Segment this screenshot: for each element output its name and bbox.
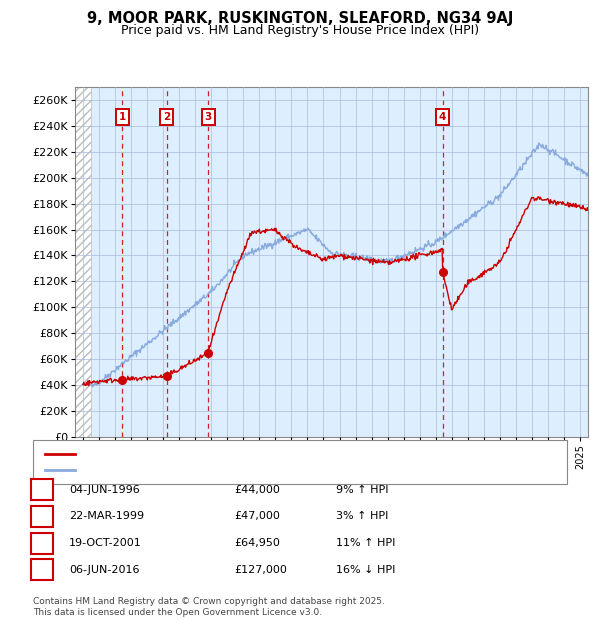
Text: 3% ↑ HPI: 3% ↑ HPI [336,512,388,521]
Text: 16% ↓ HPI: 16% ↓ HPI [336,565,395,575]
Text: 11% ↑ HPI: 11% ↑ HPI [336,538,395,548]
Text: 04-JUN-1996: 04-JUN-1996 [69,485,140,495]
Text: 19-OCT-2001: 19-OCT-2001 [69,538,142,548]
Text: 9, MOOR PARK, RUSKINGTON, SLEAFORD, NG34 9AJ (semi-detached house): 9, MOOR PARK, RUSKINGTON, SLEAFORD, NG34… [81,449,473,459]
Text: 1: 1 [119,112,126,122]
Text: 9% ↑ HPI: 9% ↑ HPI [336,485,389,495]
Text: HPI: Average price, semi-detached house, North Kesteven: HPI: Average price, semi-detached house,… [81,465,383,475]
Text: 3: 3 [205,112,212,122]
Text: 2: 2 [163,112,170,122]
Text: £64,950: £64,950 [234,538,280,548]
Text: £44,000: £44,000 [234,485,280,495]
Text: 2: 2 [38,512,46,521]
Text: 4: 4 [38,565,46,575]
Text: £127,000: £127,000 [234,565,287,575]
Text: Price paid vs. HM Land Registry's House Price Index (HPI): Price paid vs. HM Land Registry's House … [121,24,479,37]
Text: 06-JUN-2016: 06-JUN-2016 [69,565,139,575]
Text: 22-MAR-1999: 22-MAR-1999 [69,512,144,521]
Text: Contains HM Land Registry data © Crown copyright and database right 2025.
This d: Contains HM Land Registry data © Crown c… [33,598,385,617]
Bar [75,87,91,437]
Text: 9, MOOR PARK, RUSKINGTON, SLEAFORD, NG34 9AJ: 9, MOOR PARK, RUSKINGTON, SLEAFORD, NG34… [87,11,513,26]
Text: 3: 3 [38,538,46,548]
Text: £47,000: £47,000 [234,512,280,521]
Text: 1: 1 [38,485,46,495]
Text: 4: 4 [439,112,446,122]
